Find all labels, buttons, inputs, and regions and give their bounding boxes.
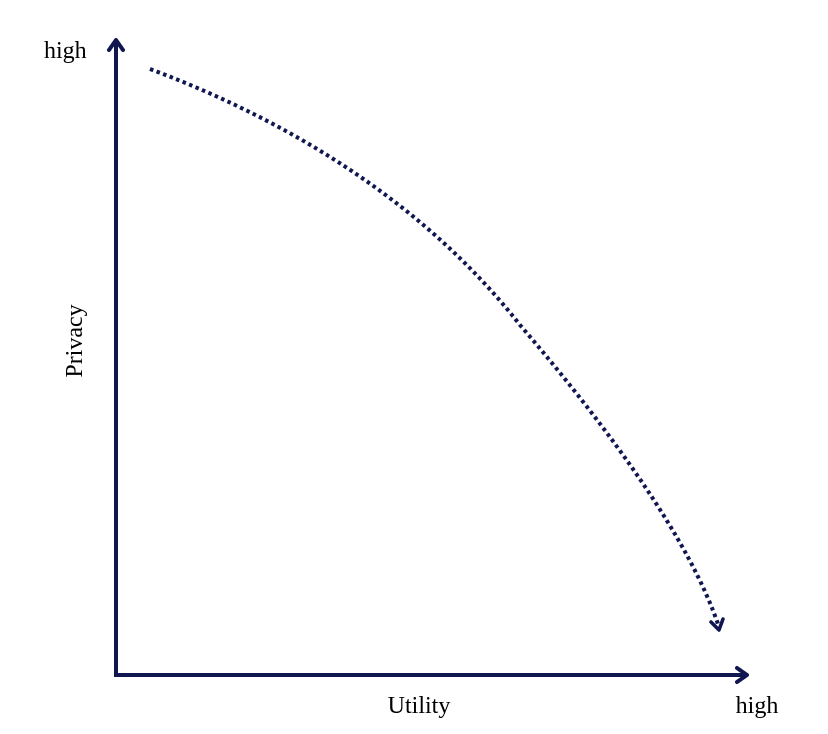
tradeoff-curve-path [149, 67, 721, 628]
y-axis [107, 38, 125, 677]
y-axis-label: Privacy [62, 304, 88, 377]
x-axis-high-label: high [736, 693, 779, 719]
tradeoff-curve [149, 67, 725, 632]
x-axis-label: Utility [388, 693, 451, 719]
x-axis-arrow-icon [735, 666, 749, 684]
tradeoff-curve-arrow-icon [709, 617, 725, 632]
x-axis [114, 666, 749, 684]
y-axis-high-label: high [44, 38, 87, 64]
y-axis-arrow-icon [107, 38, 125, 52]
